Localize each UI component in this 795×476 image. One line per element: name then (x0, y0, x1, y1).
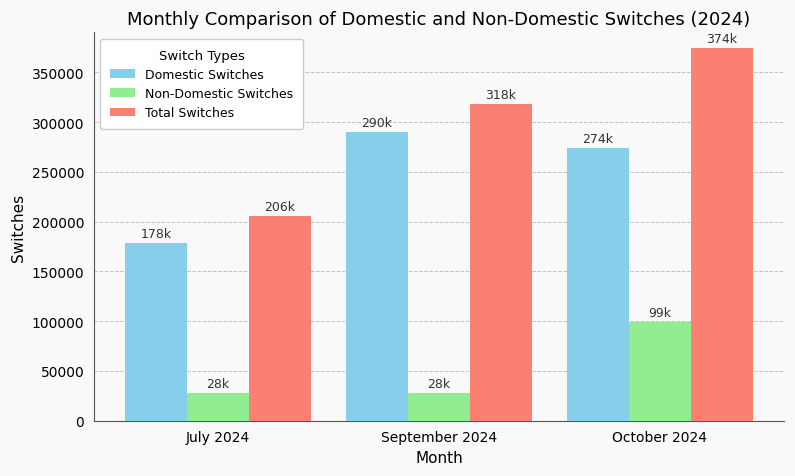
Text: 178k: 178k (141, 228, 172, 241)
X-axis label: Month: Month (415, 450, 463, 465)
Bar (470, 105, 532, 421)
Text: 206k: 206k (265, 200, 296, 213)
Text: 274k: 274k (583, 133, 614, 146)
Bar (187, 393, 249, 421)
Y-axis label: Switches: Switches (11, 193, 26, 261)
Text: 318k: 318k (485, 89, 516, 102)
Bar (408, 393, 470, 421)
Text: 99k: 99k (648, 307, 671, 319)
Title: Monthly Comparison of Domestic and Non-Domestic Switches (2024): Monthly Comparison of Domestic and Non-D… (127, 11, 750, 29)
Bar (629, 322, 691, 421)
Bar (249, 216, 311, 421)
Bar (346, 133, 408, 421)
Bar (691, 49, 753, 421)
Text: 290k: 290k (362, 117, 393, 130)
Bar (567, 149, 629, 421)
Bar (126, 244, 187, 421)
Text: 28k: 28k (207, 377, 230, 390)
Legend: Domestic Switches, Non-Domestic Switches, Total Switches: Domestic Switches, Non-Domestic Switches… (100, 40, 304, 130)
Text: 374k: 374k (706, 33, 737, 46)
Text: 28k: 28k (428, 377, 451, 390)
